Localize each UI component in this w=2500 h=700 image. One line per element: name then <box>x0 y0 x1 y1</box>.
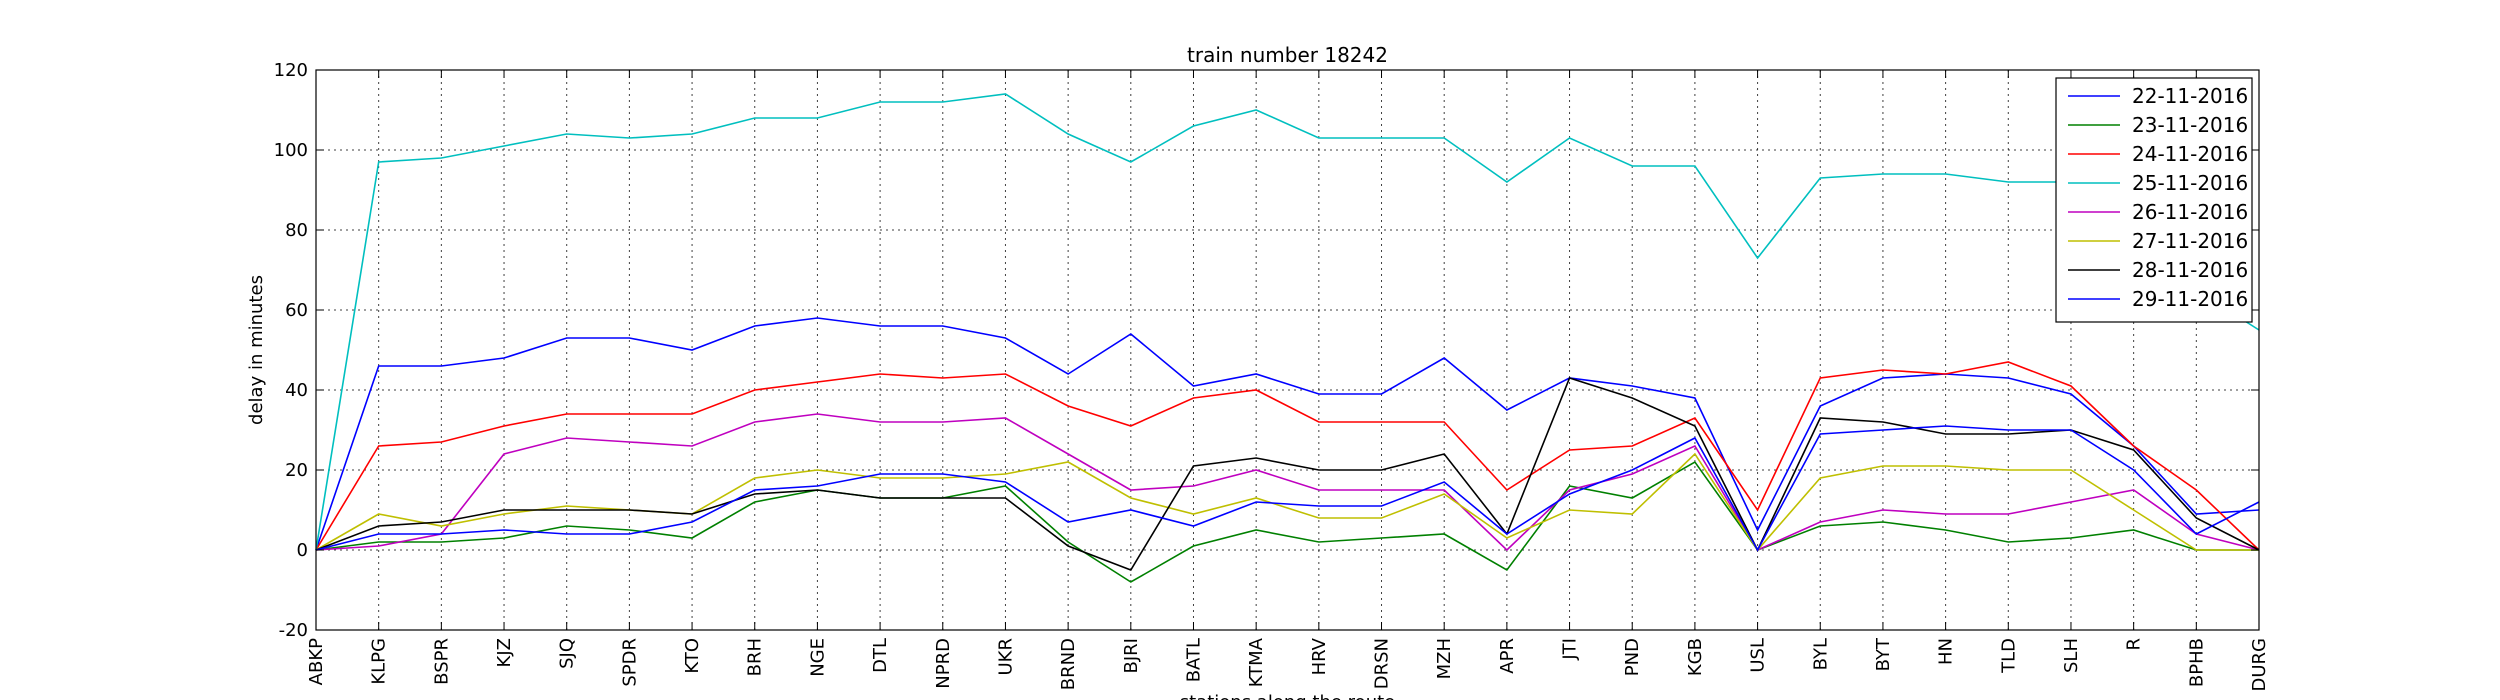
legend-label: 26-11-2016 <box>2132 200 2248 224</box>
x-tick-label: MZH <box>1434 638 1455 679</box>
legend-box <box>2055 77 2253 323</box>
axis-ticks: -20 0 20 40 60 80 100 120 ABKP KLPG BSPR KJZ SJQ SPDR… <box>274 60 2270 692</box>
x-tick-label: R <box>2124 638 2145 651</box>
x-tick-label: BRND <box>1058 638 1079 690</box>
x-tick-label: UKR <box>995 638 1016 676</box>
legend-entry: 22-11-2016 <box>2068 84 2248 108</box>
x-tick-label: DRSN <box>1372 638 1393 689</box>
x-tick-label: BSPR <box>431 638 452 685</box>
x-tick-label: APR <box>1497 638 1518 674</box>
series-line-24-11-2016 <box>315 361 2260 551</box>
x-tick-label: ABKP <box>306 638 327 685</box>
x-tick-label: KLPG <box>369 638 390 685</box>
x-tick-label: DURG <box>2249 638 2270 692</box>
legend-entry: 24-11-2016 <box>2068 142 2248 166</box>
x-tick-label: PND <box>1622 638 1643 676</box>
x-tick-label: SPDR <box>619 638 640 687</box>
chart-title: train number 18242 <box>1187 43 1388 67</box>
series-line-29-11-2016 <box>315 425 2260 552</box>
x-tick-label: DTL <box>870 638 891 673</box>
x-tick-label: BYL <box>1810 638 1831 670</box>
x-tick-label: JTI <box>1560 638 1581 661</box>
legend-label: 22-11-2016 <box>2132 84 2248 108</box>
x-tick-label: SLH <box>2061 638 2082 673</box>
x-tick-label: NPRD <box>933 638 954 689</box>
series-line-25-11-2016 <box>315 93 2260 551</box>
series-lines <box>315 93 2260 583</box>
legend-entry: 25-11-2016 <box>2068 171 2248 195</box>
x-tick-label: TLD <box>1998 638 2019 674</box>
y-tick-label: 40 <box>285 380 308 401</box>
x-tick-label: KTO <box>682 638 703 674</box>
legend-label: 24-11-2016 <box>2132 142 2248 166</box>
x-tick-label: BPHB <box>2186 638 2207 687</box>
x-tick-label: HN <box>1936 638 1957 665</box>
legend-entry: 23-11-2016 <box>2068 113 2248 137</box>
x-tick-label: BJRI <box>1121 638 1142 673</box>
legend-entry: 29-11-2016 <box>2068 287 2248 311</box>
legend: 22-11-2016 23-11-2016 24-11-2016 25-11-2016… <box>2055 77 2253 323</box>
legend-entry: 28-11-2016 <box>2068 258 2248 282</box>
series-line-26-11-2016 <box>315 413 2260 552</box>
series-line-22-11-2016 <box>315 317 2260 551</box>
legend-entry: 27-11-2016 <box>2068 229 2248 253</box>
legend-label: 28-11-2016 <box>2132 258 2248 282</box>
legend-label: 25-11-2016 <box>2132 171 2248 195</box>
x-tick-label: KTMA <box>1246 637 1267 687</box>
x-tick-label: USL <box>1748 638 1769 673</box>
legend-label: 23-11-2016 <box>2132 113 2248 137</box>
plot-frame <box>315 69 2260 631</box>
y-tick-label: 60 <box>285 300 308 321</box>
legend-label: 27-11-2016 <box>2132 229 2248 253</box>
x-tick-label: SJQ <box>557 638 578 669</box>
y-tick-label: 100 <box>274 140 308 161</box>
y-tick-label: 20 <box>285 460 308 481</box>
x-tick-label: BATL <box>1183 638 1204 682</box>
y-tick-label: 0 <box>297 540 308 561</box>
legend-entry: 26-11-2016 <box>2068 200 2248 224</box>
x-tick-label: KJZ <box>494 638 515 667</box>
y-axis-label: delay in minutes <box>246 275 267 425</box>
series-line-28-11-2016 <box>315 377 2260 571</box>
x-tick-label: BYT <box>1873 637 1894 671</box>
x-axis-label: stations along the route <box>1180 692 1395 700</box>
x-tick-label: BRH <box>745 638 766 676</box>
legend-label: 29-11-2016 <box>2132 287 2248 311</box>
y-tick-label: -20 <box>279 620 308 641</box>
y-tick-label: 80 <box>285 220 308 241</box>
y-tick-label: 120 <box>274 60 308 81</box>
x-tick-label: HRV <box>1309 637 1330 675</box>
x-tick-label: NGE <box>807 638 828 677</box>
x-tick-label: KGB <box>1685 638 1706 676</box>
